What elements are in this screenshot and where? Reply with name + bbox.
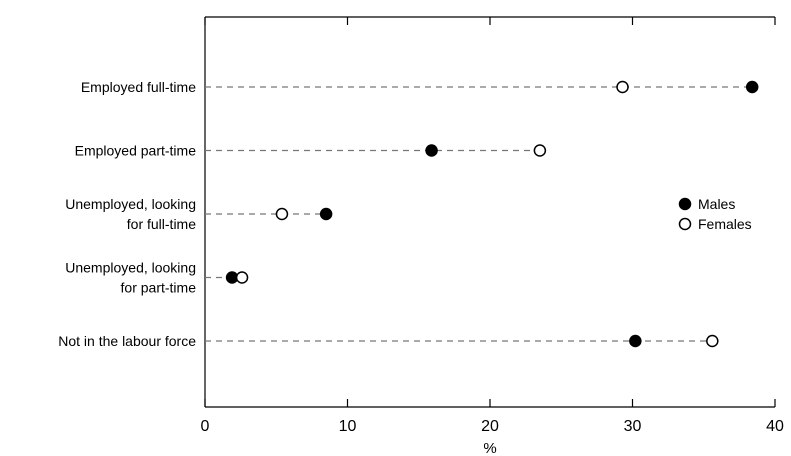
x-tick-label: 40 bbox=[766, 418, 784, 435]
x-tick-label: 0 bbox=[201, 418, 210, 435]
category-label: Employed full-time bbox=[81, 79, 196, 95]
female-point bbox=[235, 271, 249, 284]
x-axis-tick-labels: 0 10 20 30 40 bbox=[201, 418, 784, 435]
male-point bbox=[425, 144, 438, 157]
male-point bbox=[629, 334, 642, 348]
male-point bbox=[319, 207, 333, 221]
legend-label: Males bbox=[698, 196, 735, 212]
x-tick-label: 30 bbox=[624, 418, 642, 435]
x-axis-ticks bbox=[204, 17, 776, 407]
x-tick-label: 10 bbox=[339, 418, 357, 435]
legend-marker-females bbox=[678, 217, 692, 231]
female-point bbox=[533, 144, 547, 157]
legend-marker-males bbox=[678, 197, 692, 211]
female-point bbox=[275, 207, 289, 221]
category-label: for full-time bbox=[127, 216, 196, 232]
x-axis-title: % bbox=[483, 440, 496, 456]
x-tick-label: 20 bbox=[481, 418, 499, 435]
legend-label: Females bbox=[698, 216, 752, 232]
category-rows: Employed full-time Employed part-time Unem… bbox=[58, 79, 759, 349]
category-label: Unemployed, looking bbox=[65, 260, 196, 276]
legend: Males Females bbox=[678, 196, 752, 232]
female-point bbox=[706, 334, 719, 348]
female-point bbox=[616, 80, 629, 94]
category-label: Employed part-time bbox=[75, 143, 197, 159]
category-label: Unemployed, looking bbox=[65, 196, 196, 212]
category-label: Not in the labour force bbox=[58, 333, 196, 349]
male-point bbox=[745, 80, 759, 94]
plot-frame bbox=[204, 16, 775, 408]
category-label: for part-time bbox=[121, 280, 197, 296]
